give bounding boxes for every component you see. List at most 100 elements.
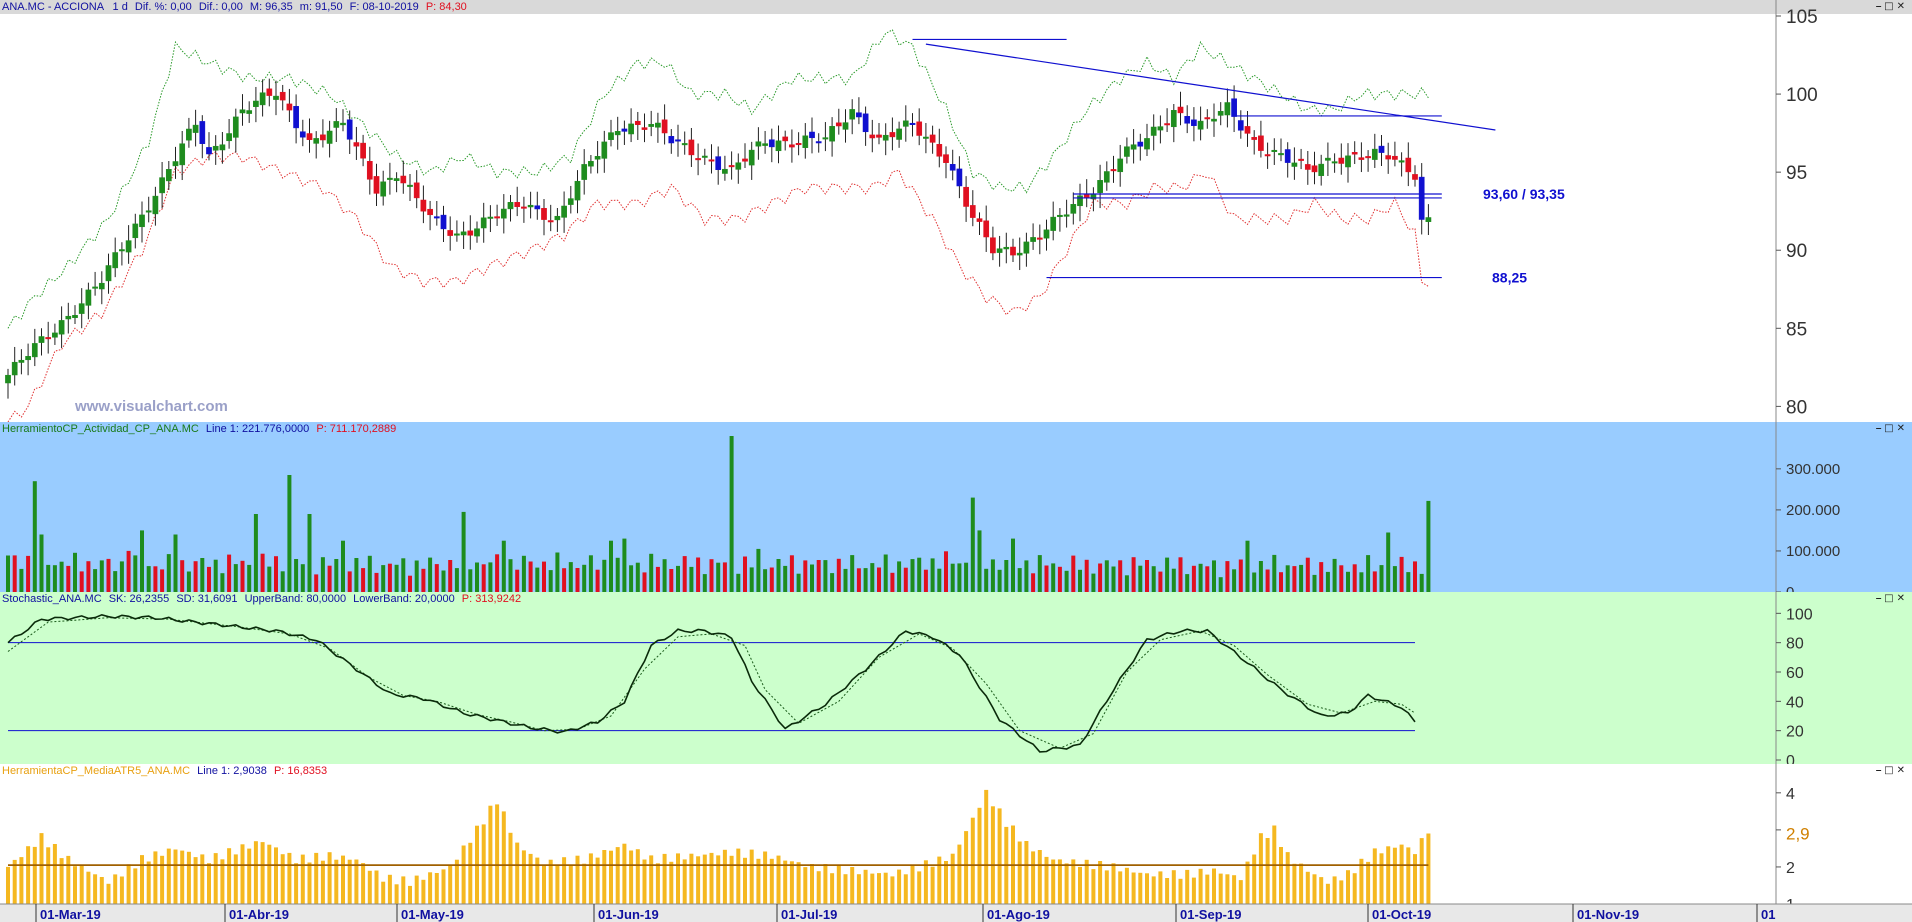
candle-body[interactable]	[1157, 126, 1164, 131]
candle-body[interactable]	[862, 113, 869, 133]
candle-body[interactable]	[145, 210, 152, 213]
candle-body[interactable]	[226, 133, 232, 142]
candle-body[interactable]	[139, 214, 145, 228]
candle-body[interactable]	[889, 132, 896, 138]
candle-body[interactable]	[929, 134, 936, 143]
candle-body[interactable]	[561, 205, 567, 218]
candle-body[interactable]	[708, 159, 715, 162]
candle-body[interactable]	[259, 92, 266, 106]
candle-body[interactable]	[1097, 180, 1103, 193]
candle-body[interactable]	[253, 100, 259, 107]
maximize-icon[interactable]: □	[1884, 423, 1897, 434]
candle-body[interactable]	[1063, 214, 1070, 217]
candle-body[interactable]	[480, 217, 487, 229]
candle-body[interactable]	[976, 218, 983, 222]
candle-body[interactable]	[1284, 149, 1291, 163]
candle-body[interactable]	[65, 315, 72, 320]
candle-body[interactable]	[869, 134, 876, 139]
minimize-icon[interactable]: ⎯	[1876, 1, 1885, 12]
candle-body[interactable]	[641, 127, 648, 130]
candle-body[interactable]	[159, 177, 165, 194]
candle-body[interactable]	[1351, 152, 1358, 155]
candle-body[interactable]	[815, 141, 822, 144]
candle-body[interactable]	[186, 128, 192, 141]
candle-body[interactable]	[1251, 137, 1258, 140]
candle-body[interactable]	[628, 123, 634, 135]
candle-body[interactable]	[789, 144, 795, 148]
candle-body[interactable]	[1278, 153, 1284, 156]
maximize-icon[interactable]: □	[1884, 1, 1897, 12]
candle-body[interactable]	[199, 121, 206, 144]
close-icon[interactable]: ✕	[1896, 765, 1908, 776]
candle-body[interactable]	[963, 186, 969, 207]
candle-body[interactable]	[125, 240, 132, 253]
candle-body[interactable]	[487, 216, 494, 219]
candle-body[interactable]	[728, 165, 735, 168]
candle-body[interactable]	[782, 136, 789, 142]
candle-body[interactable]	[85, 289, 92, 306]
candle-body[interactable]	[775, 140, 782, 152]
candle-body[interactable]	[936, 144, 943, 157]
candle-body[interactable]	[320, 134, 326, 141]
stochastic-chart[interactable]: 0 20 40 60 80 100	[0, 592, 1912, 764]
candle-body[interactable]	[822, 137, 829, 140]
candle-body[interactable]	[715, 156, 722, 170]
candle-body[interactable]	[380, 181, 387, 197]
candle-body[interactable]	[916, 121, 923, 136]
candle-body[interactable]	[1405, 157, 1412, 173]
candle-body[interactable]	[648, 124, 655, 127]
candle-body[interactable]	[192, 124, 199, 133]
candle-body[interactable]	[983, 220, 990, 238]
candle-body[interactable]	[313, 138, 320, 144]
close-icon[interactable]: ✕	[1896, 423, 1908, 434]
candle-body[interactable]	[1425, 217, 1432, 222]
candle-body[interactable]	[661, 119, 668, 134]
candle-body[interactable]	[990, 237, 996, 254]
candle-body[interactable]	[909, 122, 916, 125]
candle-body[interactable]	[1077, 195, 1083, 207]
candle-body[interactable]	[541, 208, 547, 220]
candle-body[interactable]	[333, 121, 340, 128]
candle-body[interactable]	[206, 147, 212, 155]
candle-body[interactable]	[608, 132, 614, 140]
candle-body[interactable]	[1371, 148, 1378, 160]
candle-body[interactable]	[876, 134, 882, 138]
candle-body[interactable]	[1050, 216, 1057, 231]
candle-body[interactable]	[1345, 155, 1351, 168]
candle-body[interactable]	[943, 154, 949, 163]
candle-body[interactable]	[1030, 237, 1036, 242]
candle-body[interactable]	[748, 149, 755, 166]
candle-body[interactable]	[1258, 135, 1264, 151]
candle-body[interactable]	[393, 178, 400, 181]
candle-body[interactable]	[574, 180, 581, 201]
candle-body[interactable]	[655, 122, 661, 128]
candle-body[interactable]	[695, 158, 701, 161]
close-icon[interactable]: ✕	[1896, 1, 1908, 12]
candle-body[interactable]	[896, 128, 902, 140]
candle-body[interactable]	[1304, 164, 1311, 170]
atr-chart[interactable]: 12342,901-Mar-1901-Abr-1901-May-1901-Jun…	[0, 764, 1912, 922]
candle-body[interactable]	[842, 122, 849, 130]
candle-body[interactable]	[1010, 246, 1016, 256]
candle-body[interactable]	[829, 126, 835, 142]
candle-body[interactable]	[1325, 157, 1331, 161]
candle-body[interactable]	[1003, 246, 1010, 250]
candle-body[interactable]	[98, 282, 105, 290]
candle-body[interactable]	[1036, 237, 1043, 240]
candle-body[interactable]	[433, 216, 440, 219]
candle-body[interactable]	[373, 176, 380, 194]
candle-body[interactable]	[1144, 138, 1150, 150]
candle-body[interactable]	[1204, 117, 1211, 120]
candle-body[interactable]	[293, 106, 299, 129]
candle-body[interactable]	[152, 195, 159, 215]
candle-body[interactable]	[447, 230, 454, 236]
candle-body[interactable]	[1237, 120, 1244, 131]
candle-body[interactable]	[581, 164, 588, 180]
candle-body[interactable]	[614, 131, 621, 136]
candle-body[interactable]	[78, 303, 85, 314]
candle-body[interactable]	[1311, 165, 1318, 173]
candle-body[interactable]	[353, 142, 360, 147]
candle-body[interactable]	[1130, 144, 1137, 150]
candle-body[interactable]	[112, 252, 119, 269]
candle-body[interactable]	[1110, 169, 1117, 172]
